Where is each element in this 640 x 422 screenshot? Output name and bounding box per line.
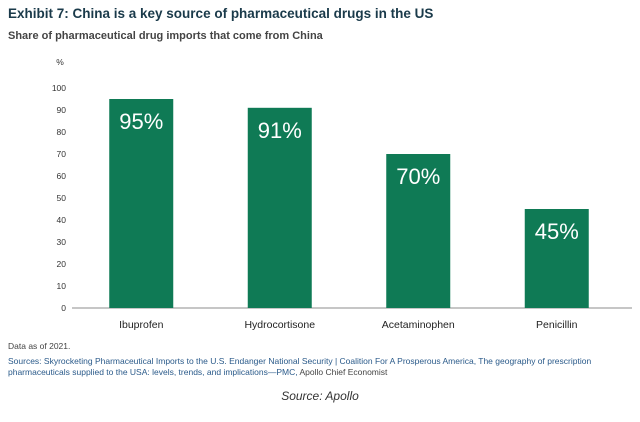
y-tick-label: 30 xyxy=(57,237,67,247)
x-axis-ticks: Ibuprofen Hydrocortisone Acetaminophen Peni… xyxy=(119,319,578,331)
sources-extra: Apollo Chief Economist xyxy=(299,367,388,377)
data-note: Data as of 2021. xyxy=(8,341,71,351)
chart-subtitle: Share of pharmaceutical drug imports tha… xyxy=(8,30,323,42)
x-tick-label: Hydrocortisone xyxy=(244,319,315,331)
y-axis-ticks: 0 10 20 30 40 50 60 70 80 90 100 xyxy=(52,83,66,313)
y-axis-label: % xyxy=(56,57,64,67)
sources: Sources: Skyrocketing Pharmaceutical Imp… xyxy=(8,356,628,378)
sources-label: Sources: xyxy=(8,356,42,366)
y-tick-label: 70 xyxy=(57,149,67,159)
bar-value-label: 95% xyxy=(119,109,163,134)
y-tick-label: 0 xyxy=(61,303,66,313)
bar-hydrocortisone xyxy=(247,107,312,308)
bar-chart: % 0 10 20 30 40 50 60 70 80 90 100 95% 91% 70% 45% Ib… xyxy=(52,57,632,331)
sources-links[interactable]: Skyrocketing Pharmaceutical Imports to t… xyxy=(8,356,592,377)
y-tick-label: 50 xyxy=(57,193,67,203)
y-tick-label: 10 xyxy=(57,281,67,291)
y-tick-label: 60 xyxy=(57,171,67,181)
y-tick-label: 80 xyxy=(57,127,67,137)
bar-value-label: 45% xyxy=(535,219,579,244)
x-tick-label: Penicillin xyxy=(536,319,578,331)
y-tick-label: 100 xyxy=(52,83,66,93)
bar-ibuprofen xyxy=(109,99,174,308)
bar-penicillin xyxy=(524,209,589,308)
bar-acetaminophen xyxy=(386,154,451,308)
bar-value-label: 70% xyxy=(396,164,440,189)
x-tick-label: Ibuprofen xyxy=(119,319,164,331)
chart-title: Exhibit 7: China is a key source of phar… xyxy=(8,6,434,21)
y-tick-label: 40 xyxy=(57,215,67,225)
y-tick-label: 90 xyxy=(57,105,67,115)
image-caption: Source: Apollo xyxy=(281,389,359,403)
y-tick-label: 20 xyxy=(57,259,67,269)
bar-value-label: 91% xyxy=(258,118,302,143)
bars: 95% 91% 70% 45% xyxy=(109,99,589,308)
x-tick-label: Acetaminophen xyxy=(382,319,455,331)
